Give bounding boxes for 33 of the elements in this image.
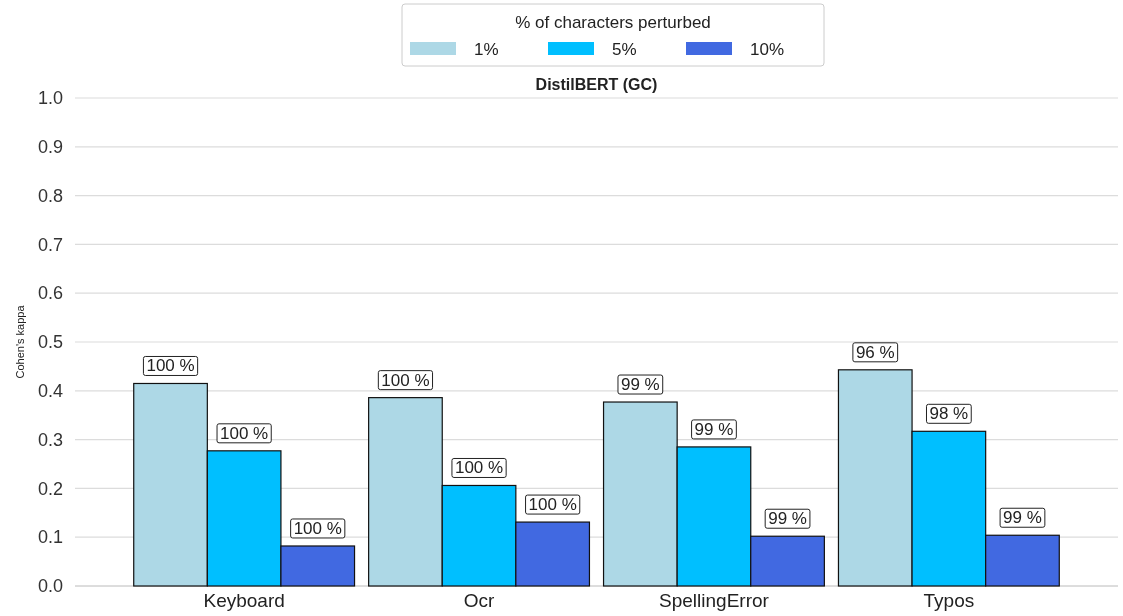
annotation: 100 % [381, 370, 430, 390]
legend-label: 5% [612, 40, 637, 59]
y-tick-label: 0.1 [37, 527, 63, 548]
legend-title: % of characters perturbed [515, 13, 711, 32]
y-tick-label: 0.7 [37, 234, 63, 255]
x-tick-label: Ocr [463, 590, 496, 612]
y-tick-label: 1.0 [37, 88, 63, 109]
x-tick-label: SpellingError [659, 590, 770, 612]
y-tick-label: 0.6 [37, 283, 63, 304]
annotation: 100 % [454, 458, 504, 478]
annotation: 99 % [694, 419, 734, 439]
y-tick-label: 0.0 [37, 576, 63, 597]
annotation: 100 % [528, 495, 577, 515]
y-tick-label: 0.5 [37, 332, 63, 353]
annotation: 100 % [220, 423, 269, 443]
x-tick-label: Keyboard [203, 590, 285, 612]
annotation: 99 % [620, 375, 660, 395]
annotation: 96 % [855, 342, 895, 362]
y-axis-title: Cohen's kappa [14, 304, 26, 379]
legend-label: 1% [474, 40, 499, 59]
annotation: 100 % [293, 518, 342, 538]
y-tick-label: 0.8 [37, 185, 63, 206]
y-tick-label: 0.9 [37, 137, 63, 158]
y-tick-label: 0.4 [37, 381, 63, 402]
legend-label: 10% [750, 40, 785, 59]
x-tick-label: Typos [923, 590, 975, 612]
annotation: 99 % [768, 509, 807, 529]
annotation: 100 % [146, 356, 195, 376]
annotation: 99 % [1003, 508, 1042, 528]
chart-title: DistilBERT (GC) [535, 76, 658, 93]
y-tick-label: 0.3 [37, 429, 63, 450]
annotation: 98 % [929, 404, 969, 424]
y-tick-label: 0.2 [37, 478, 63, 499]
